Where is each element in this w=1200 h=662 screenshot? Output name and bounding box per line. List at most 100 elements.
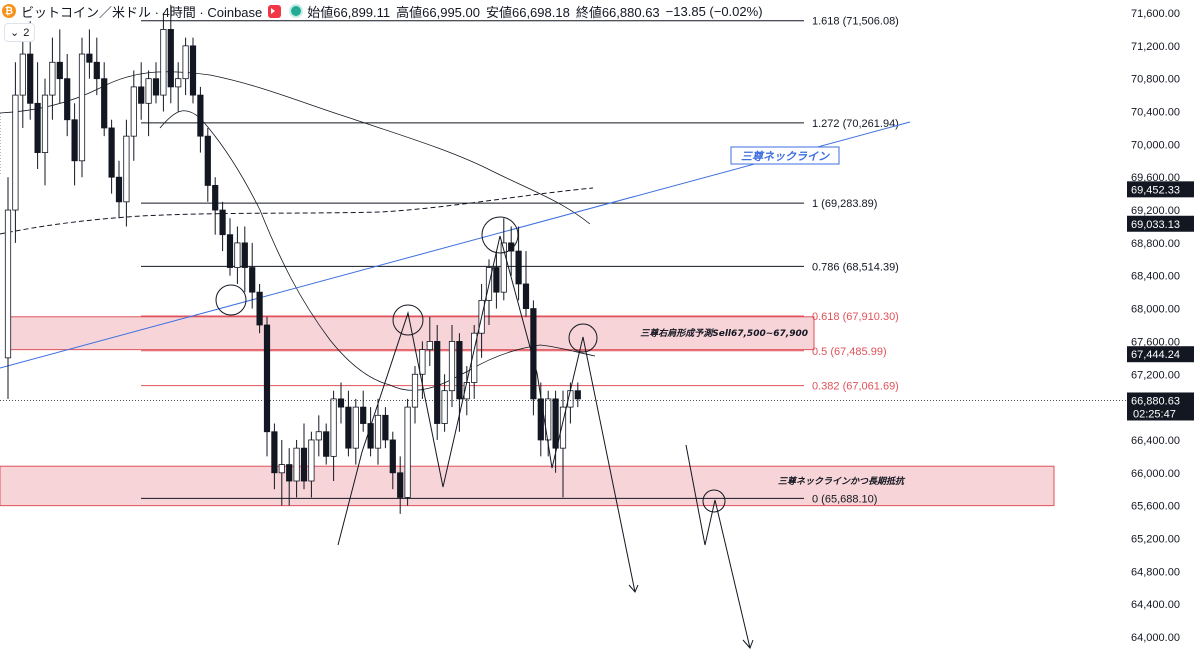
candle-body bbox=[278, 464, 285, 474]
sell-zone-label: 三尊右肩形成予測Sell67,500~67,900 bbox=[640, 328, 808, 339]
fib-level-label: 0.382 (67,061.69) bbox=[812, 381, 899, 393]
candle-body bbox=[374, 414, 382, 449]
candle-body bbox=[360, 406, 367, 424]
candle bbox=[263, 316, 271, 457]
candle-body bbox=[145, 78, 152, 104]
candle bbox=[419, 341, 426, 399]
candle bbox=[167, 4, 174, 104]
candle bbox=[49, 37, 56, 120]
candle bbox=[552, 390, 559, 473]
price-tick-label: 69,600.00 bbox=[1131, 172, 1180, 184]
price-tick-label: 71,600.00 bbox=[1131, 8, 1180, 20]
candle-body bbox=[130, 86, 137, 137]
price-tick-label: 66,000.00 bbox=[1131, 468, 1180, 480]
candle-body bbox=[500, 242, 507, 293]
fib-level-label: 1 (69,283.89) bbox=[812, 198, 877, 210]
candle bbox=[323, 423, 330, 465]
candle bbox=[123, 119, 130, 227]
candle-body bbox=[219, 209, 226, 236]
fib-level-label: 0 (65,688.10) bbox=[812, 493, 877, 505]
candle bbox=[404, 398, 411, 506]
fib-level-label: 1.618 (71,506.08) bbox=[812, 16, 899, 28]
candle-body bbox=[256, 291, 263, 326]
candle-body bbox=[212, 185, 219, 211]
low-value: 安値66,698.18 bbox=[485, 4, 570, 20]
candle-body bbox=[382, 414, 389, 441]
price-tick-label: 64,800.00 bbox=[1131, 566, 1180, 578]
candle-body bbox=[249, 267, 256, 293]
candle bbox=[226, 218, 234, 276]
price-tick-label: 64,000.00 bbox=[1131, 632, 1180, 644]
candle bbox=[345, 390, 352, 457]
candle bbox=[374, 398, 382, 465]
price-tick-label: 70,000.00 bbox=[1131, 139, 1180, 151]
candle-body bbox=[167, 29, 174, 88]
candle-body bbox=[419, 349, 426, 375]
market-status-icon bbox=[291, 6, 302, 16]
indicator-count: 2 bbox=[23, 26, 30, 39]
candle-body bbox=[352, 406, 359, 449]
chevron-down-icon: ⌄ bbox=[10, 27, 20, 39]
candle-body bbox=[434, 341, 441, 424]
candle-body bbox=[56, 61, 63, 80]
pattern-zigzag bbox=[337, 235, 636, 593]
symbol-title[interactable]: ビットコイン／米ドル · 4時間 · Coinbase bbox=[21, 4, 263, 20]
candle bbox=[241, 226, 248, 293]
candle-body bbox=[330, 398, 337, 457]
candle bbox=[41, 78, 49, 186]
candle bbox=[160, 13, 167, 112]
candle bbox=[493, 251, 500, 309]
candle-body bbox=[559, 406, 567, 449]
indicator-toggle-button[interactable]: ⌄ 2 bbox=[4, 23, 36, 42]
candle bbox=[411, 366, 419, 424]
last-price-badge bbox=[1127, 392, 1194, 421]
candle-body bbox=[545, 398, 552, 441]
candle-body bbox=[189, 45, 197, 96]
arrow-head bbox=[628, 584, 639, 593]
candle-body bbox=[574, 390, 581, 400]
projection-path bbox=[685, 444, 751, 649]
candle bbox=[574, 382, 581, 408]
candle bbox=[434, 325, 441, 440]
candle bbox=[219, 201, 226, 252]
highlight-circle bbox=[702, 489, 726, 513]
candle bbox=[300, 423, 308, 490]
candle bbox=[212, 177, 219, 235]
candle-body bbox=[123, 135, 130, 203]
candle-body bbox=[160, 29, 167, 96]
candle-body bbox=[471, 332, 478, 383]
candle-body bbox=[49, 61, 56, 96]
candle bbox=[108, 119, 115, 194]
price-badge-label: 69,452.33 bbox=[1131, 184, 1180, 196]
candle bbox=[86, 29, 93, 79]
candle bbox=[189, 37, 197, 104]
candle-body bbox=[204, 135, 211, 186]
candle-body bbox=[175, 78, 182, 88]
candle-body bbox=[315, 431, 322, 441]
candle-body bbox=[441, 390, 448, 424]
candle-body bbox=[12, 94, 19, 211]
price-tick-label: 68,800.00 bbox=[1131, 238, 1180, 250]
candle-body bbox=[234, 242, 241, 268]
candle bbox=[78, 37, 86, 178]
candle-body bbox=[138, 86, 145, 104]
candle bbox=[130, 70, 137, 161]
price-tick-label: 70,400.00 bbox=[1131, 107, 1180, 119]
candle-body bbox=[300, 447, 308, 482]
candle bbox=[441, 374, 448, 432]
candle-body bbox=[397, 472, 404, 498]
candle-body bbox=[456, 341, 463, 400]
price-badge bbox=[1127, 346, 1194, 363]
candle bbox=[500, 218, 507, 301]
candle bbox=[448, 325, 456, 408]
price-badge-label: 69,033.13 bbox=[1131, 219, 1180, 231]
close-value: 終値66,880.63 bbox=[575, 4, 660, 20]
candle bbox=[182, 37, 189, 96]
flag-icon[interactable] bbox=[268, 4, 282, 18]
highlight-circle bbox=[392, 304, 424, 336]
neckline-label-box bbox=[730, 146, 840, 165]
candle bbox=[315, 415, 322, 457]
price-tick-label: 66,400.00 bbox=[1131, 435, 1180, 447]
price-badge bbox=[1127, 181, 1194, 198]
